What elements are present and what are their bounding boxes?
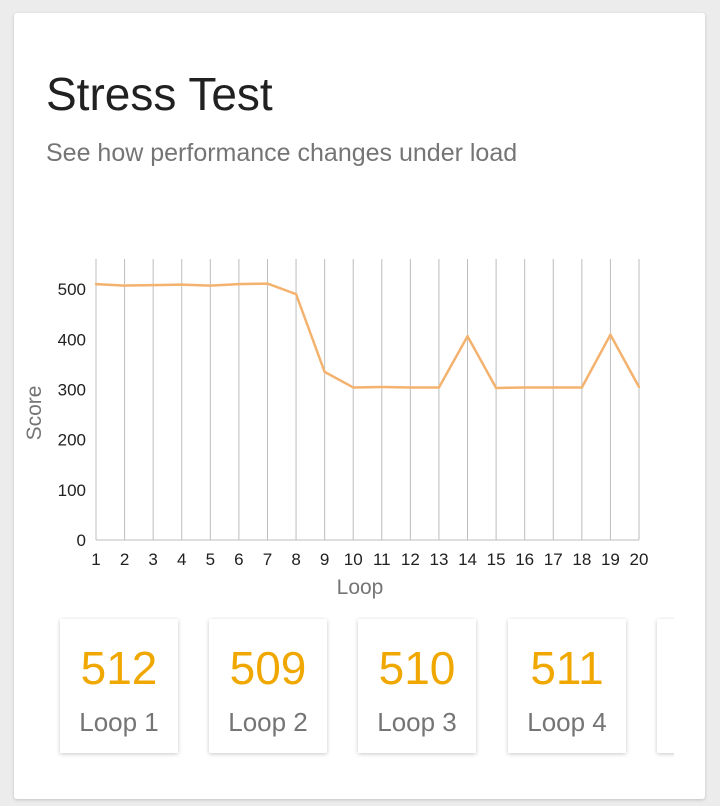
loop-score: 510	[378, 642, 456, 694]
data-point	[494, 386, 498, 390]
x-tick-label: 19	[601, 550, 620, 569]
y-tick-label: 400	[58, 330, 86, 349]
x-tick-label: 7	[263, 550, 272, 569]
loop-score-carousel[interactable]: 512 Loop 1 509 Loop 2 510 Loop 3 511 Loo…	[14, 617, 674, 767]
x-tick-label: 17	[544, 550, 563, 569]
y-axis-label: Score	[23, 386, 46, 441]
x-tick-label: 5	[206, 550, 215, 569]
x-tick-label: 2	[120, 550, 129, 569]
x-tick-label: 4	[177, 550, 186, 569]
loop-score: 509	[229, 642, 307, 694]
x-tick-label: 11	[373, 550, 391, 569]
data-point	[352, 386, 355, 389]
x-tick-label: 18	[572, 550, 591, 569]
loop-label: Loop 4	[527, 707, 607, 737]
y-tick-label: 100	[58, 481, 86, 500]
loop-card[interactable]: 511 Loop 4	[508, 619, 626, 753]
data-point	[437, 386, 441, 389]
x-axis-label: Loop	[337, 576, 384, 599]
data-point	[123, 284, 126, 287]
chart-grid	[95, 259, 640, 540]
loop-card[interactable]	[657, 619, 674, 753]
loop-score: 512	[80, 642, 158, 694]
y-tick-label: 0	[77, 531, 86, 550]
stress-test-card: Stress Test See how performance changes …	[14, 13, 705, 799]
y-tick-label: 500	[58, 280, 86, 299]
series-line	[95, 282, 641, 390]
x-tick-label: 8	[291, 550, 300, 569]
loop-label: Loop 3	[377, 707, 457, 737]
data-point	[552, 386, 555, 389]
data-point	[637, 385, 641, 389]
loop-label: Loop 2	[228, 707, 308, 737]
x-tick-label: 3	[148, 550, 157, 569]
x-tick-label: 13	[429, 550, 448, 569]
page-subtitle: See how performance changes under load	[46, 139, 518, 167]
data-point	[294, 292, 298, 296]
x-tick-label: 10	[344, 550, 363, 569]
y-tick-label: 200	[58, 431, 86, 450]
data-point	[323, 370, 326, 374]
page-title: Stress Test	[46, 68, 273, 120]
data-point	[466, 335, 469, 338]
data-point	[94, 282, 98, 286]
data-point	[523, 386, 526, 389]
x-tick-label: 1	[91, 550, 100, 569]
x-tick-label: 12	[401, 550, 420, 569]
x-tick-label: 9	[320, 550, 329, 569]
x-tick-label: 20	[630, 550, 649, 569]
data-point	[380, 385, 383, 389]
loop-label: Loop 1	[79, 707, 159, 737]
x-tick-label: 14	[458, 550, 477, 569]
data-point	[609, 333, 612, 336]
y-tick-label: 300	[58, 380, 86, 399]
x-tick-label: 16	[515, 550, 534, 569]
data-point	[580, 386, 584, 389]
loop-score: 511	[530, 642, 604, 694]
data-point	[151, 283, 155, 287]
data-point	[266, 282, 269, 285]
data-point	[209, 284, 212, 287]
x-tick-label: 15	[487, 550, 506, 569]
loop-card[interactable]: 512 Loop 1	[60, 619, 178, 753]
chart-series	[94, 282, 641, 390]
data-point	[409, 386, 412, 389]
data-point	[237, 282, 241, 286]
data-point	[180, 283, 183, 286]
loop-card[interactable]: 509 Loop 2	[209, 619, 327, 753]
loop-card[interactable]: 510 Loop 3	[358, 619, 476, 753]
x-tick-label: 6	[234, 550, 243, 569]
chart-axes	[95, 259, 639, 541]
